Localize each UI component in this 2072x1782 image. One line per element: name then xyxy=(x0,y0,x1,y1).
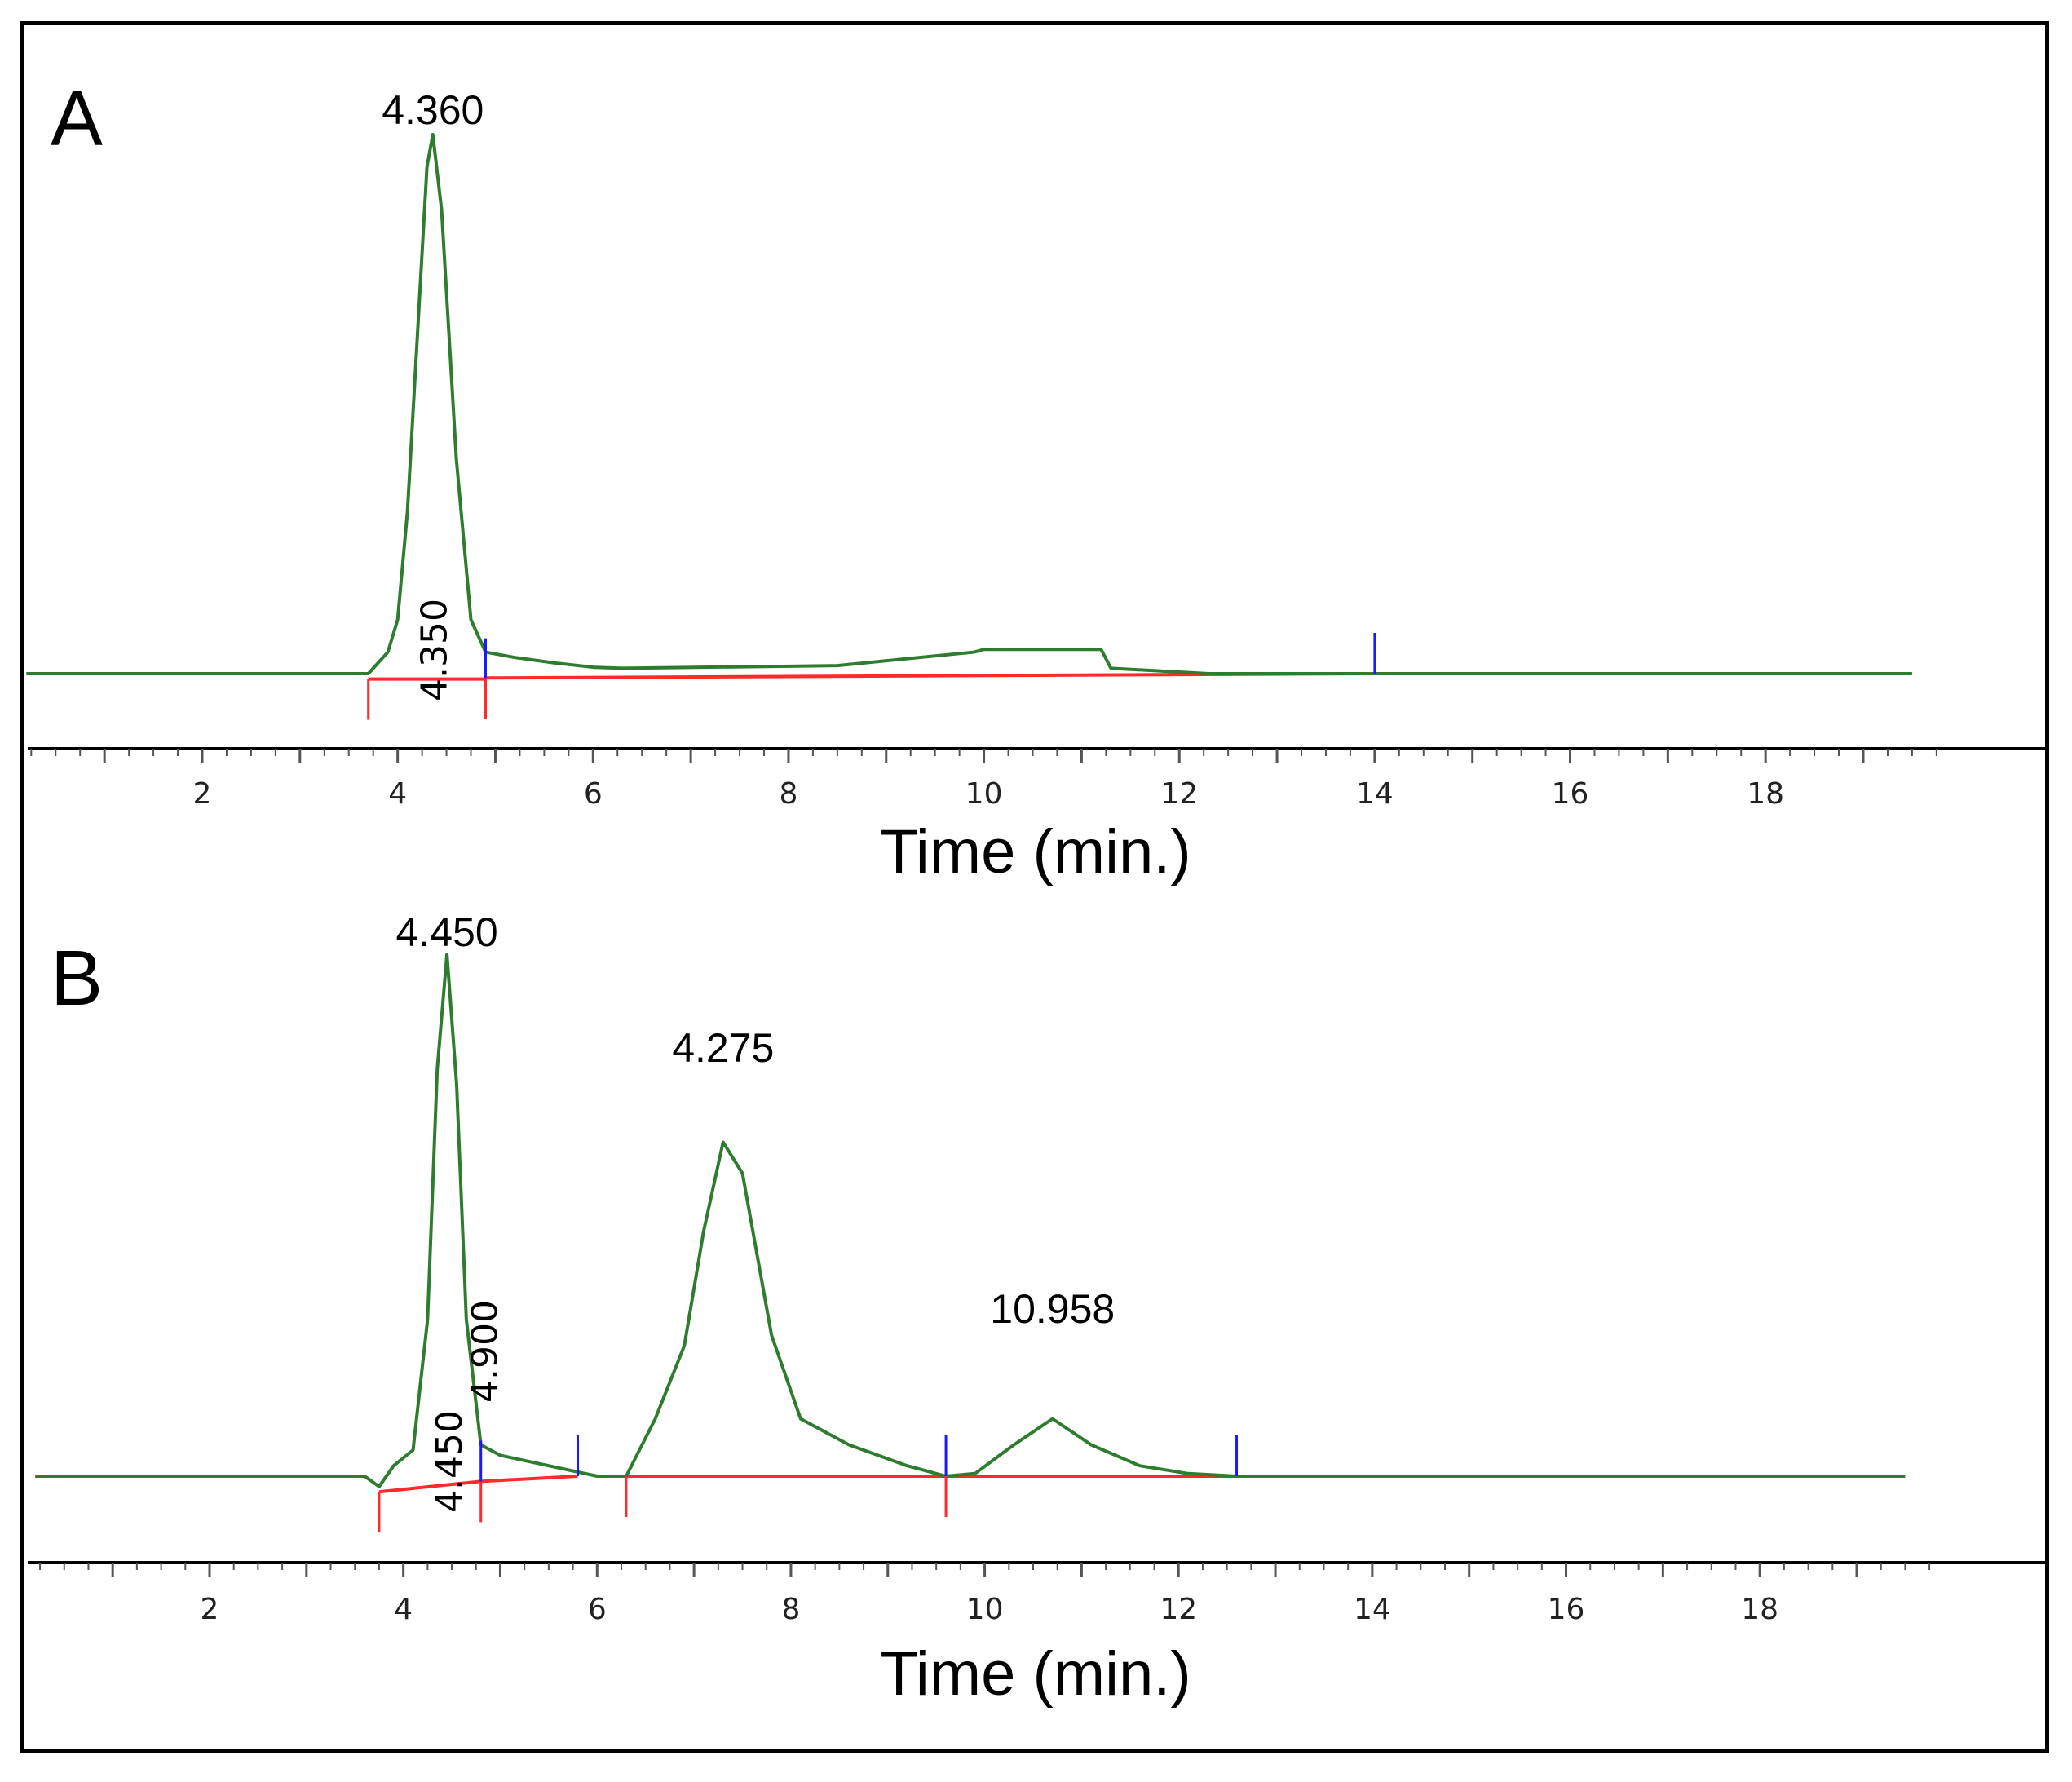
panel-a-trace-chromatogram xyxy=(26,133,1912,675)
panel-a-letter: A xyxy=(51,75,103,162)
panel-b-plot: 2 4 6 8 10 12 14 16 18 4.450 4.275 10.958 4.450 4.900 xyxy=(28,909,2047,1626)
panel-a-plot: 2 4 6 8 10 12 14 16 18 4.360 4.350 xyxy=(26,87,2047,811)
panel-a-tick-label: 4 xyxy=(388,777,407,811)
panel-b-letter: B xyxy=(51,935,103,1022)
panel-b-tick-label: 12 xyxy=(1160,1593,1197,1626)
panel-b-rotated-label: 4.900 xyxy=(465,1300,506,1403)
panel-b-peak-label: 10.958 xyxy=(990,1286,1115,1332)
panel-b-integration-baseline xyxy=(480,1475,578,1484)
panel-b-tick-label: 2 xyxy=(201,1593,219,1626)
panel-a-tick-label: 18 xyxy=(1747,777,1784,811)
panel-b-tick-label: 6 xyxy=(588,1593,607,1626)
panel-a-tick-label: 14 xyxy=(1356,777,1394,811)
panel-b-xlabel: Time (min.) xyxy=(880,1639,1191,1709)
panel-b-tick-label: 8 xyxy=(781,1593,800,1626)
panel-b-tick-label: 18 xyxy=(1741,1593,1778,1626)
panel-b-peak-label: 4.450 xyxy=(396,909,498,955)
panel-a-tick-label: 6 xyxy=(584,777,603,811)
panel-b-tick-label: 4 xyxy=(394,1593,413,1626)
panel-b-tick-label: 14 xyxy=(1354,1593,1391,1626)
panel-a-tick-label: 2 xyxy=(193,777,212,811)
panel-b-peak-label: 4.275 xyxy=(672,1025,774,1071)
panel-b-trace-chromatogram xyxy=(35,953,1906,1488)
panel-b-integration-baseline xyxy=(378,1479,481,1494)
panel-b-tick-label: 16 xyxy=(1548,1593,1585,1626)
panel-b-tick-label: 10 xyxy=(966,1593,1004,1626)
panel-a-rotated-label: 4.350 xyxy=(414,599,456,701)
panel-a-tick-label: 16 xyxy=(1552,777,1589,811)
panel-a-xlabel: Time (min.) xyxy=(880,817,1191,887)
panel-a-tick-label: 10 xyxy=(965,777,1003,811)
panel-b-rotated-label: 4.450 xyxy=(429,1410,471,1513)
figure-frame xyxy=(20,21,2049,1753)
panel-a-tick-label: 12 xyxy=(1160,777,1198,811)
panel-a-tick-label: 8 xyxy=(779,777,797,811)
panel-a-peak-label: 4.360 xyxy=(382,87,484,133)
